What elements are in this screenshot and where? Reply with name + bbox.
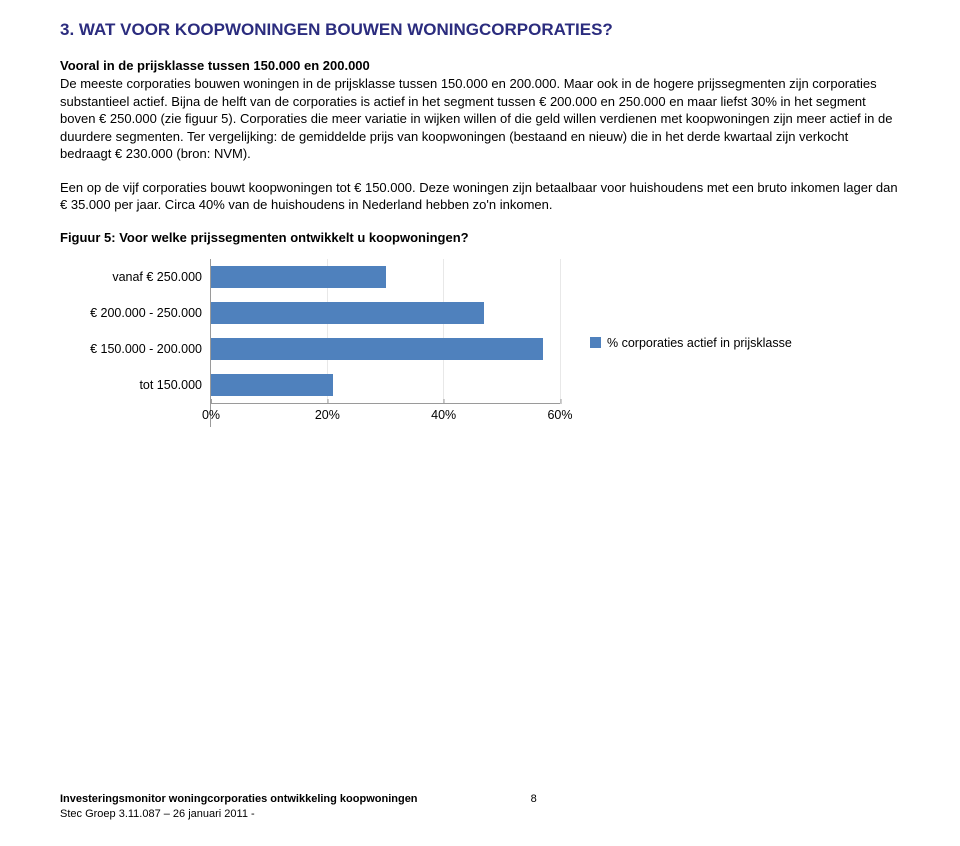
- bar: [211, 302, 484, 324]
- chart-row: tot 150.000: [80, 367, 560, 403]
- legend-label: % corporaties actief in prijsklasse: [607, 336, 792, 350]
- x-tick: 60%: [547, 404, 572, 422]
- category-label: € 200.000 - 250.000: [80, 306, 210, 320]
- bar: [211, 266, 386, 288]
- category-label: € 150.000 - 200.000: [80, 342, 210, 356]
- chart-legend: % corporaties actief in prijsklasse: [590, 336, 792, 350]
- lead-sentence: Vooral in de prijsklasse tussen 150.000 …: [60, 58, 900, 73]
- page-footer: Investeringsmonitor woningcorporaties on…: [60, 792, 537, 822]
- x-tick: 20%: [315, 404, 340, 422]
- chart-row: € 200.000 - 250.000: [80, 295, 560, 331]
- footer-title: Investeringsmonitor woningcorporaties on…: [60, 793, 418, 805]
- bar: [211, 374, 333, 396]
- x-tick: 0%: [202, 404, 220, 422]
- paragraph-1: De meeste corporaties bouwen woningen in…: [60, 75, 900, 163]
- page-number: 8: [531, 792, 537, 807]
- footer-subtitle: Stec Groep 3.11.087 – 26 januari 2011 -: [60, 807, 537, 822]
- category-label: tot 150.000: [80, 378, 210, 392]
- paragraph-2: Een op de vijf corporaties bouwt koopwon…: [60, 179, 900, 214]
- x-axis: 0%20%40%60%: [80, 403, 560, 427]
- figure-title: Figuur 5: Voor welke prijssegmenten ontw…: [60, 230, 900, 245]
- legend-swatch: [590, 337, 601, 348]
- chart-row: vanaf € 250.000: [80, 259, 560, 295]
- bar: [211, 338, 543, 360]
- category-label: vanaf € 250.000: [80, 270, 210, 284]
- section-heading: 3. WAT VOOR KOOPWONINGEN BOUWEN WONINGCO…: [60, 20, 900, 40]
- chart-row: € 150.000 - 200.000: [80, 331, 560, 367]
- x-tick: 40%: [431, 404, 456, 422]
- bar-chart: vanaf € 250.000 € 200.000 - 250.000 € 150.…: [80, 259, 560, 427]
- chart-container: vanaf € 250.000 € 200.000 - 250.000 € 150.…: [80, 259, 900, 427]
